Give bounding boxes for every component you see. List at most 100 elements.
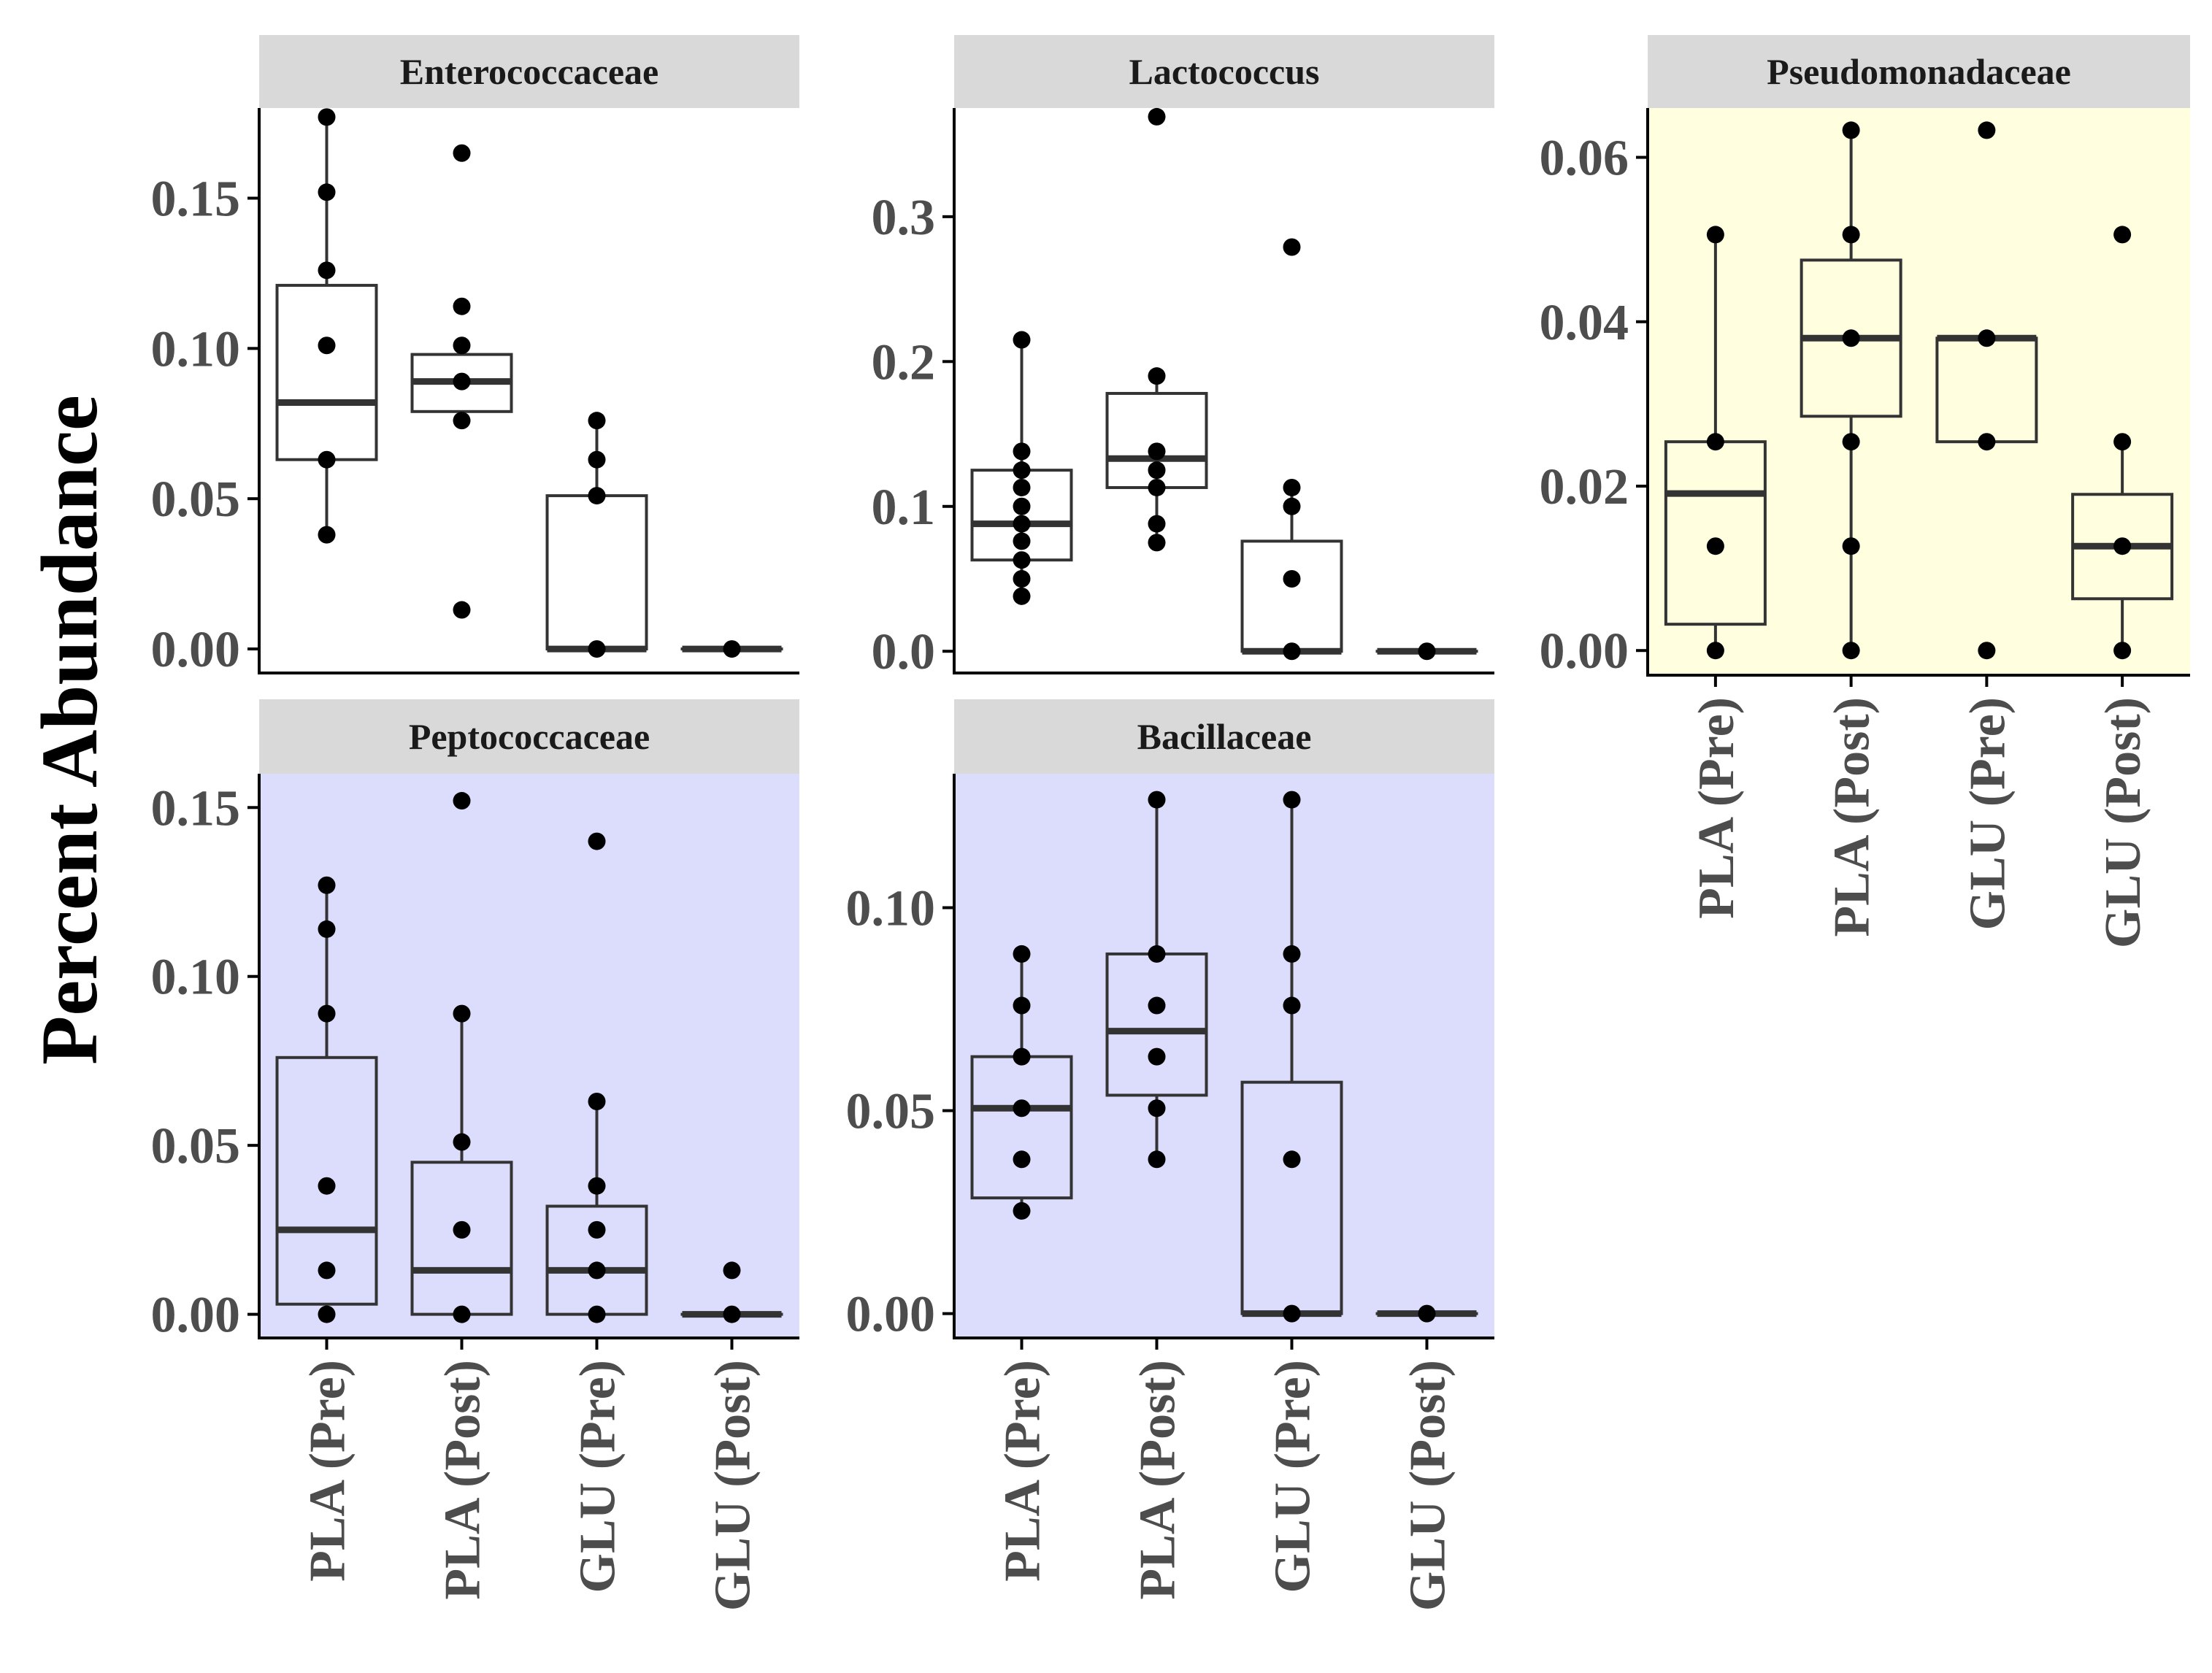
data-point (1842, 121, 1860, 139)
data-point (1148, 461, 1166, 480)
data-point (1148, 515, 1166, 533)
y-tick-label: 0.06 (1540, 131, 1629, 187)
x-tick-label: GLU (Post) (705, 1360, 761, 1611)
data-point (1283, 570, 1301, 588)
data-point (2113, 226, 2132, 244)
data-point (1013, 587, 1031, 605)
data-point (1418, 642, 1436, 661)
data-point (2113, 433, 2132, 451)
data-point (588, 1220, 606, 1239)
data-point (1842, 329, 1860, 347)
data-point (1148, 996, 1166, 1015)
y-tick-label: 0.05 (151, 472, 241, 528)
data-point (1283, 996, 1301, 1015)
data-point (318, 183, 336, 201)
data-point (723, 1261, 741, 1280)
data-point (588, 640, 606, 658)
data-point (1013, 570, 1031, 588)
y-tick-label: 0.15 (151, 780, 241, 836)
data-point (2113, 642, 2132, 660)
data-point (1013, 551, 1031, 569)
data-point (1283, 791, 1301, 809)
strip-title: Pseudomonadaceae (1767, 51, 2071, 92)
panel-background (259, 108, 799, 673)
y-tick-label: 0.2 (872, 334, 936, 391)
strip-peptococcaceae (259, 699, 799, 774)
y-tick-label: 0.10 (151, 950, 241, 1006)
y-tick-label: 0.02 (1540, 459, 1629, 515)
strip-bacillaceae (954, 699, 1494, 774)
data-point (453, 144, 471, 162)
data-point (1842, 642, 1860, 660)
data-point (1148, 1150, 1166, 1169)
panel-background (1648, 108, 2190, 675)
data-point (453, 297, 471, 315)
data-point (1842, 433, 1860, 451)
x-tick-label: GLU (Post) (1400, 1360, 1456, 1611)
strip-title: Peptococcaceae (409, 716, 650, 757)
y-tick-label: 0.04 (1540, 295, 1629, 351)
data-point (1013, 442, 1031, 461)
x-tick-label: PLA (Post) (435, 1360, 491, 1600)
y-tick-label: 0.00 (1540, 623, 1629, 680)
y-tick-label: 0.1 (872, 480, 936, 536)
strip-title: Bacillaceae (1137, 716, 1312, 757)
data-point (1418, 1304, 1436, 1323)
data-point (1013, 461, 1031, 480)
data-point (1283, 1304, 1301, 1323)
strip-title: Lactococcus (1129, 51, 1319, 92)
x-tick-label: GLU (Post) (2095, 697, 2151, 948)
data-point (318, 876, 336, 894)
data-point (1148, 534, 1166, 552)
y-tick-label: 0.00 (151, 622, 241, 678)
y-tick-label: 0.0 (872, 624, 936, 680)
strip-pseudomonadaceae (1648, 35, 2190, 108)
data-point (1013, 1099, 1031, 1118)
data-point (1013, 478, 1031, 496)
data-point (1978, 121, 1996, 139)
data-point (453, 1305, 471, 1323)
y-tick-label: 0.05 (151, 1118, 241, 1174)
data-point (723, 640, 741, 658)
panel-background (954, 108, 1494, 673)
data-point (318, 1004, 336, 1023)
panel-pseudomonadaceae: Pseudomonadaceae 0.00 0.02 0.04 0.06 PLA (Pre… (1540, 35, 2190, 948)
panel-bacillaceae: Bacillaceae 0.00 0.05 0.10 PLA (Pre) PLA (Pos… (846, 699, 1494, 1611)
x-tick-label: GLU (Pre) (1265, 1360, 1321, 1593)
panel-background (259, 774, 799, 1338)
data-point (1283, 945, 1301, 963)
data-point (1283, 238, 1301, 256)
data-point (588, 832, 606, 850)
data-point (588, 412, 606, 430)
data-point (1148, 1099, 1166, 1118)
y-tick-label: 0.00 (846, 1287, 936, 1343)
panels: Enterococcaceae 0.00 0.05 0.10 0.15 Lactococc… (151, 35, 2190, 1611)
x-tick-label: PLA (Pre) (300, 1360, 356, 1582)
x-tick-label: GLU (Pre) (1959, 697, 2016, 930)
data-point (318, 336, 336, 355)
data-point (1148, 945, 1166, 963)
data-point (1148, 107, 1166, 126)
data-point (1013, 532, 1031, 550)
data-point (1978, 642, 1996, 660)
data-point (1706, 537, 1724, 555)
x-tick-label: GLU (Pre) (570, 1360, 626, 1593)
data-point (318, 526, 336, 544)
data-point (1013, 1201, 1031, 1220)
y-tick-label: 0.15 (151, 172, 241, 228)
y-axis-label: Percent Abundance (25, 395, 114, 1065)
strip-lactococcus (954, 35, 1494, 108)
panel-peptococcaceae: Peptococcaceae 0.00 0.05 0.10 0.15 PLA (Pre) P… (151, 699, 799, 1611)
y-tick-label: 0.00 (151, 1288, 241, 1344)
data-point (1013, 996, 1031, 1015)
data-point (588, 1305, 606, 1323)
data-point (1283, 497, 1301, 515)
data-point (588, 1261, 606, 1280)
data-point (453, 412, 471, 430)
data-point (318, 920, 336, 938)
y-tick-label: 0.10 (846, 881, 936, 937)
data-point (318, 1261, 336, 1280)
data-point (1706, 642, 1724, 660)
data-point (1978, 433, 1996, 451)
